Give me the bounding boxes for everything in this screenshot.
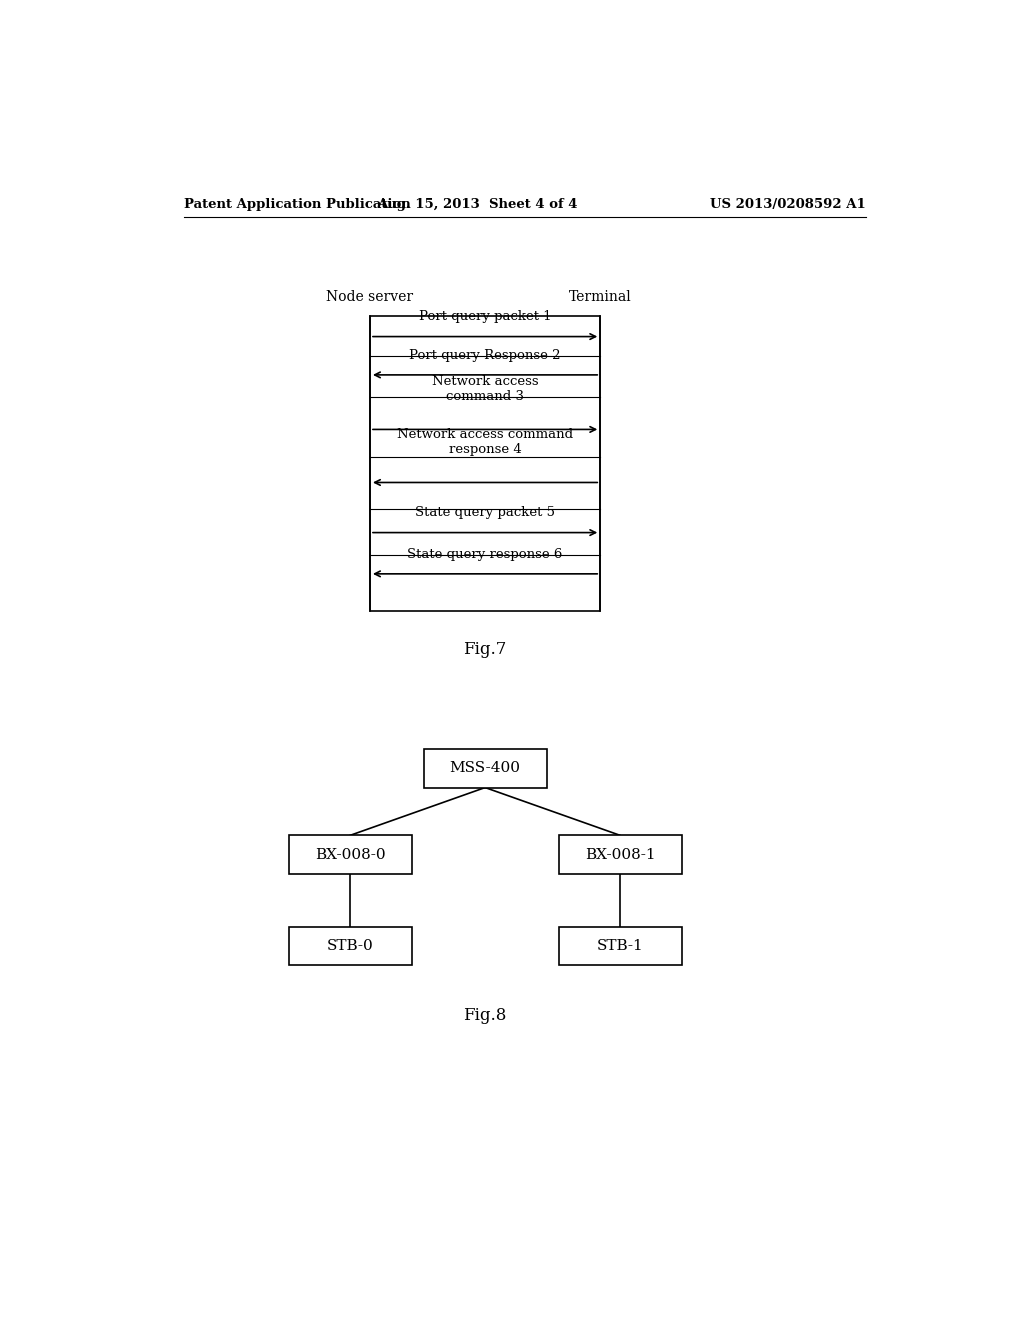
Bar <box>424 748 547 788</box>
Text: STB-1: STB-1 <box>597 939 643 953</box>
Text: BX-008-1: BX-008-1 <box>585 847 655 862</box>
Text: BX-008-0: BX-008-0 <box>315 847 385 862</box>
Text: Aug. 15, 2013  Sheet 4 of 4: Aug. 15, 2013 Sheet 4 of 4 <box>377 198 578 211</box>
Text: Node server: Node server <box>327 290 414 304</box>
Text: Terminal: Terminal <box>568 290 632 304</box>
Text: State query packet 5: State query packet 5 <box>415 507 555 519</box>
Text: Port query packet 1: Port query packet 1 <box>419 310 552 323</box>
Bar <box>370 315 600 611</box>
Text: US 2013/0208592 A1: US 2013/0208592 A1 <box>711 198 866 211</box>
Text: Patent Application Publication: Patent Application Publication <box>183 198 411 211</box>
Text: State query response 6: State query response 6 <box>408 548 563 561</box>
Text: Fig.7: Fig.7 <box>464 642 507 659</box>
Text: STB-0: STB-0 <box>327 939 374 953</box>
Text: MSS-400: MSS-400 <box>450 762 520 775</box>
Text: Network access command
response 4: Network access command response 4 <box>397 428 573 455</box>
Text: Network access
command 3: Network access command 3 <box>432 375 539 403</box>
Text: Port query Response 2: Port query Response 2 <box>410 348 561 362</box>
Bar <box>289 927 412 965</box>
Bar <box>558 927 682 965</box>
Bar <box>289 836 412 874</box>
Text: Fig.8: Fig.8 <box>464 1007 507 1024</box>
Bar <box>558 836 682 874</box>
